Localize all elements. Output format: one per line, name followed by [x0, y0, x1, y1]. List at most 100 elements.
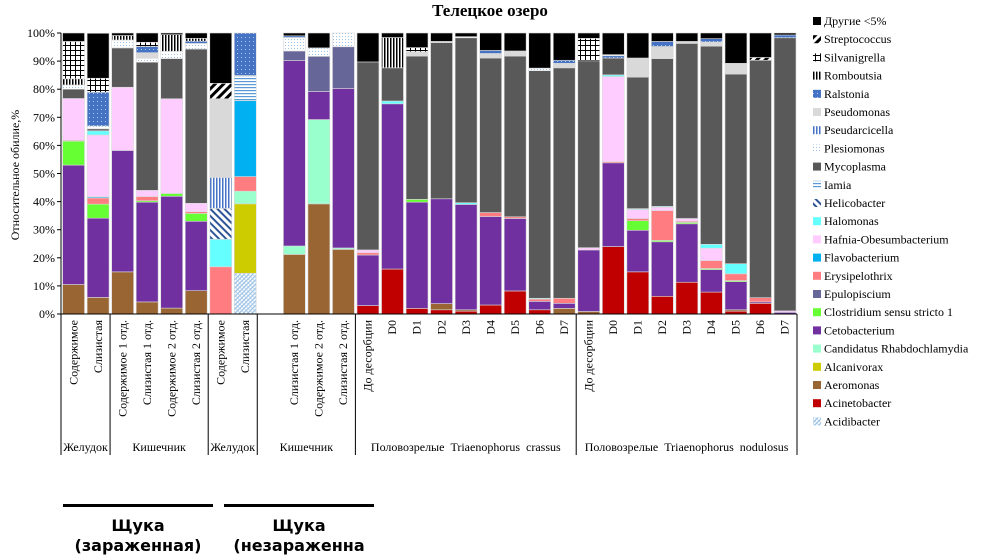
legend-label: Romboutsia: [824, 69, 883, 83]
segment-cetobacterium: [626, 229, 650, 273]
segment-helicobacter: [209, 208, 233, 240]
segment-другие-5: [454, 32, 478, 37]
segment-pseudomonas: [479, 53, 502, 59]
segment-plesiomonas: [332, 32, 355, 48]
segment-aeromonas: [307, 203, 331, 315]
x-tick-label: Содержимое: [213, 320, 227, 385]
segment-clostridium-sensu-stricto-1: [184, 213, 208, 222]
legend-swatch: [813, 381, 821, 389]
segment-romboutsia: [184, 38, 208, 42]
legend-label: Silvanigrella: [824, 50, 886, 64]
segment-pseudarcicella: [209, 177, 233, 209]
legend-label: Clostridium sensu stricto 1: [824, 305, 953, 319]
x-tick-label: D7: [778, 320, 792, 335]
segment-cetobacterium: [160, 195, 183, 309]
y-axis: 0% 10% 20% 30% 40% 50% 60% 70% 80% 90% 100%: [27, 26, 62, 321]
segment-aeromonas: [283, 254, 306, 315]
segment-ralstonia: [234, 32, 257, 76]
legend-swatch: [813, 253, 821, 262]
segment-другие-5: [552, 32, 576, 61]
segment-mycoplasma: [135, 61, 159, 191]
segment-iamia: [234, 75, 257, 102]
bottom-label-infected-line1: Щука: [111, 516, 165, 535]
segment-hafnia-obesumbacterium: [577, 247, 601, 251]
segment-другие-5: [602, 32, 625, 55]
segment-clostridium-sensu-stricto-1: [62, 140, 85, 166]
bars: [62, 32, 797, 315]
segment-aeromonas: [111, 271, 134, 315]
legend-swatch: [813, 199, 821, 207]
segment-другие-5: [62, 32, 85, 42]
segment-hafnia-obesumbacterium: [62, 98, 85, 141]
segment-cetobacterium: [307, 91, 331, 120]
x-tick-label: D5: [508, 320, 522, 335]
segment-acinetobacter: [602, 246, 625, 315]
segment-clostridium-sensu-stricto-1: [86, 203, 110, 219]
segment-romboutsia: [111, 35, 134, 41]
legend-swatch: [813, 217, 821, 226]
segment-aeromonas: [184, 290, 208, 315]
segment-другие-5: [184, 32, 208, 39]
segment-другие-5: [283, 32, 306, 37]
segment-plesiomonas: [307, 47, 331, 57]
segment-другие-5: [160, 32, 183, 35]
group-label: Кишечник: [132, 440, 186, 454]
bar-7: [234, 32, 257, 315]
segment-cetobacterium: [528, 301, 551, 311]
legend-label: Cetobacterium: [824, 323, 895, 337]
segment-candidatus-rhabdochlamydia: [283, 245, 306, 255]
segment-mycoplasma: [602, 57, 625, 76]
bar-21: [577, 32, 601, 315]
segment-pseudomonas: [724, 63, 748, 75]
segment-plesiomonas: [111, 39, 134, 49]
segment-silvanigrella: [135, 41, 159, 47]
y-tick-label: 50%: [33, 167, 55, 181]
legend-label: Aeromonas: [824, 378, 880, 392]
legend-swatch: [813, 290, 821, 298]
segment-другие-5: [479, 32, 502, 51]
segment-cetobacterium: [135, 201, 159, 303]
segment-aeromonas: [430, 303, 453, 311]
segment-ralstonia: [773, 34, 797, 39]
bottom-label-uninfected-line2: (незараженна: [233, 536, 365, 555]
segment-ralstonia: [479, 50, 502, 54]
legend-item-flavobacterium: Flavobacterium: [813, 251, 900, 265]
legend-label: Ralstonia: [824, 87, 870, 101]
bar-0: [62, 32, 85, 315]
legend-item-iamia: Iamia: [813, 178, 852, 192]
segment-ralstonia: [135, 46, 159, 53]
x-tick-label: D2: [655, 320, 669, 335]
legend-label: Erysipelothrix: [824, 269, 893, 283]
legend-swatch: [813, 399, 821, 408]
segment-mycoplasma: [479, 57, 502, 213]
segment-romboutsia: [160, 34, 183, 52]
bar-2: [111, 32, 134, 315]
bar-17: [479, 32, 502, 315]
segment-hafnia-obesumbacterium: [602, 76, 625, 162]
segment-hafnia-obesumbacterium: [135, 190, 159, 197]
segment-другие-5: [356, 32, 380, 63]
segment-halomonas: [724, 263, 748, 275]
bar-27: [724, 32, 748, 315]
legend-label: Pseudomonas: [824, 105, 890, 119]
segment-acinetobacter: [749, 303, 772, 315]
group-label: Желудок: [210, 440, 255, 454]
segment-mycoplasma: [62, 88, 85, 99]
x-tick-label: До десорбции: [581, 319, 595, 391]
segment-silvanigrella: [405, 47, 429, 53]
legend-label: Streptococcus: [824, 32, 892, 46]
bar-23: [626, 32, 650, 315]
segment-pseudomonas: [405, 51, 429, 57]
segment-epulopiscium: [307, 56, 331, 92]
x-tick-label: D4: [483, 320, 497, 335]
bar-1: [86, 32, 110, 315]
segment-hafnia-obesumbacterium: [111, 86, 134, 151]
segment-hafnia-obesumbacterium: [160, 98, 183, 194]
legend-item-alcanivorax: Alcanivorax: [813, 360, 883, 374]
group-label: Половозрелые Triaenophorus crassus: [371, 440, 561, 454]
segment-cetobacterium: [62, 164, 85, 285]
segment-alcanivorax: [234, 203, 257, 274]
segment-plesiomonas: [184, 43, 208, 50]
segment-halomonas: [86, 130, 110, 136]
segment-cetobacterium: [86, 217, 110, 298]
